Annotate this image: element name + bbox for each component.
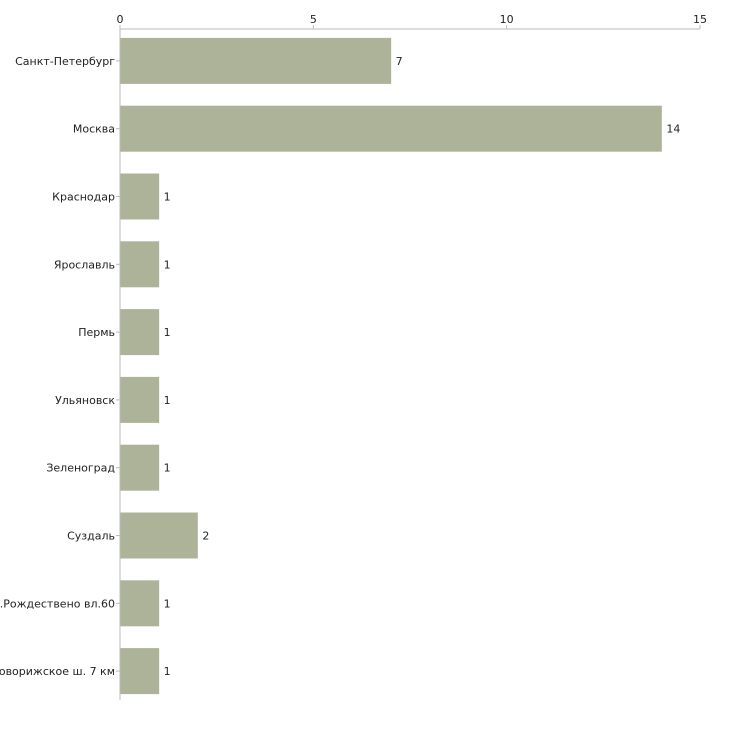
category-label: Москва (73, 123, 115, 136)
value-label: 14 (666, 123, 680, 136)
bar (120, 173, 160, 220)
category-label: Суздаль (67, 530, 115, 543)
value-label: 1 (164, 191, 171, 204)
x-tick-label: 5 (310, 13, 317, 26)
x-tick-label: 10 (500, 13, 514, 26)
value-label: 7 (396, 55, 403, 68)
category-label: Санкт-Петербург (15, 55, 115, 68)
value-label: 1 (164, 462, 171, 475)
bar (120, 580, 160, 627)
bar (120, 105, 662, 152)
value-label: 1 (164, 326, 171, 339)
bar (120, 241, 160, 288)
category-label: Зеленоград (46, 462, 115, 475)
x-tick-label: 15 (693, 13, 707, 26)
bar (120, 512, 198, 559)
bar (120, 444, 160, 491)
x-tick-label: 0 (117, 13, 124, 26)
value-label: 1 (164, 665, 171, 678)
bar (120, 648, 160, 695)
value-label: 1 (164, 258, 171, 271)
category-label: Ярославль (54, 258, 115, 271)
value-label: 1 (164, 394, 171, 407)
category-label: Пермь (78, 326, 115, 339)
bar (120, 37, 392, 84)
bar (120, 376, 160, 423)
value-label: 1 (164, 597, 171, 610)
category-label: Краснодар (52, 191, 115, 204)
category-label: Новорижское ш. 7 км (0, 665, 115, 678)
value-label: 2 (202, 530, 209, 543)
bar-layer (120, 37, 662, 695)
category-label: р.Рождествено вл.60 (0, 597, 115, 610)
label-layer: Санкт-Петербург 7 Москва 14 Краснодар 1 Яросла… (0, 55, 680, 678)
category-label: Ульяновск (55, 394, 115, 407)
bar (120, 309, 160, 356)
axis-layer: 0 5 10 15 (116, 13, 707, 700)
